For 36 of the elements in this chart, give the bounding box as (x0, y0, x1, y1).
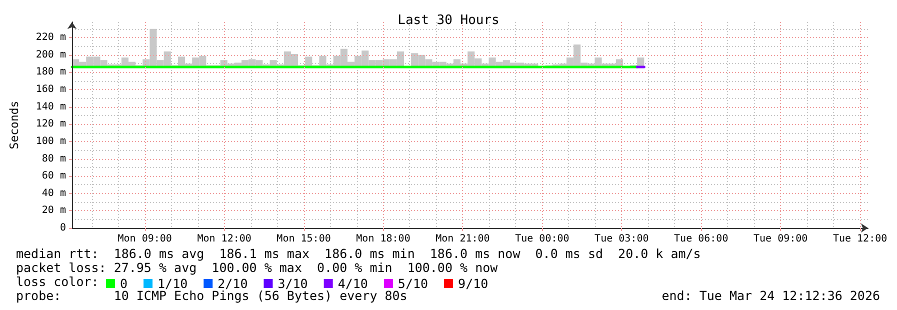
x-tick-label: Tue 03:00 (594, 234, 649, 244)
legend-label: 1/10 (158, 276, 188, 291)
text: median rtt: 186.0 ms avg 186.1 ms max 186.0 ms min 186.0 ms now 0.0 ms sd 20.0 k am/s (16, 246, 701, 261)
y-tick-label: 80 m (42, 153, 66, 164)
text: packet loss: 27.95 % avg 100.00 % max 0.00 % min 100.00 % now (16, 260, 498, 275)
y-tick-label: 160 m (36, 84, 66, 96)
y-tick-label: 120 m (36, 118, 66, 130)
x-tick-label: Tue 12:00 (832, 234, 888, 244)
text: probe: 10 ICMP Echo Pings (56 Bytes) every 80s (16, 288, 408, 303)
x-tick-label: Tue 06:00 (674, 234, 728, 244)
legend-label: 5/10 (398, 276, 428, 291)
y-tick-label: 200 m (36, 49, 66, 60)
y-tick-label: 140 m (36, 101, 66, 112)
y-tick-label: 220 m (36, 32, 66, 44)
y-tick-label: 180 m (36, 66, 66, 78)
x-tick-label: Mon 15:00 (276, 234, 331, 244)
text: end: Tue Mar 24 12:12:36 2026 (662, 288, 880, 303)
y-tick-label: 100 m (36, 136, 66, 147)
y-tick-label: 60 m (42, 170, 66, 182)
legend-label: 0 (120, 276, 128, 291)
x-tick-label: Mon 18:00 (356, 234, 410, 244)
x-tick-label: Mon 21:00 (436, 234, 490, 244)
y-tick-label: 20 m (42, 205, 66, 216)
x-tick-label: Tue 00:00 (515, 234, 570, 244)
x-tick-label: Mon 09:00 (118, 234, 172, 244)
y-axis-title: Seconds (7, 100, 21, 150)
y-tick-label: 40 m (42, 188, 66, 199)
x-tick-label: Mon 12:00 (197, 234, 252, 244)
legend-label: 2/10 (218, 276, 248, 291)
x-tick-label: Tue 09:00 (753, 234, 808, 244)
y-tick-label: 0 (60, 222, 66, 234)
legend-label: 4/10 (338, 276, 368, 291)
chart-title: Last 30 Hours (398, 13, 500, 28)
legend-label: 3/10 (278, 276, 308, 291)
legend-label: 9/10 (458, 276, 488, 291)
legend-title: loss color: (16, 274, 99, 289)
